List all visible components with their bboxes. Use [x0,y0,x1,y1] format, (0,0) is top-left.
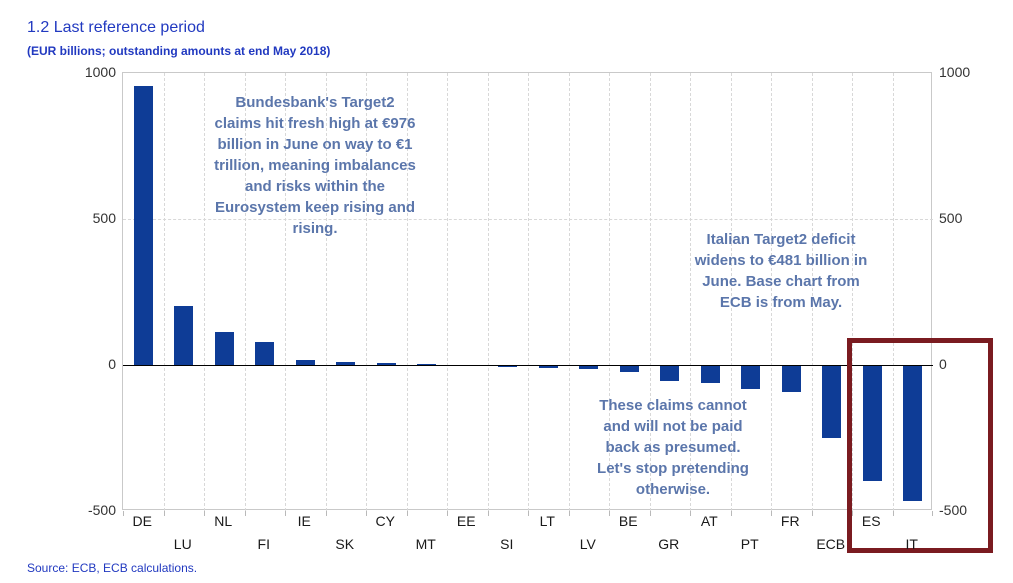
bar-MT [417,364,437,365]
vertical-gridline [892,73,894,511]
horizontal-gridline [123,219,933,220]
x-axis-tick [811,511,813,516]
bar-BE [619,365,639,372]
bar-IE [295,360,315,365]
x-axis-label-SK: SK [335,536,355,552]
bar-NL [214,331,234,365]
x-axis-label-FI: FI [257,536,270,552]
zero-axis-line [123,365,933,366]
annotation-claims-warning: These claims cannot and will not be paid… [597,397,749,498]
annotation-bundesbank-claims: Bundesbank's Target2 claims hit fresh hi… [214,94,416,237]
x-axis-tick [487,511,489,516]
vertical-gridline [487,73,489,511]
x-axis-tick [406,511,408,516]
vertical-gridline [447,73,448,511]
vertical-gridline [406,73,408,511]
x-axis-tick [568,511,570,516]
y-axis-label-right: 0 [939,356,947,372]
bar-CY [376,362,396,365]
x-axis-label-LU: LU [173,536,192,552]
vertical-gridline [325,73,327,511]
x-axis-tick [852,511,853,516]
x-axis-label-AT: AT [700,513,718,529]
x-axis-tick [892,511,894,516]
x-axis-tick [163,511,165,516]
vertical-gridline [244,73,246,511]
vertical-gridline [366,73,367,511]
x-axis-label-DE: DE [132,513,152,529]
vertical-gridline [852,73,853,511]
x-axis-tick [447,511,448,516]
x-axis-label-IT: IT [905,536,918,552]
x-axis-label-CY: CY [375,513,395,529]
bar-EE [457,364,477,366]
chart-subtitle: (EUR billions; outstanding amounts at en… [27,44,331,58]
y-axis-label-right: 500 [939,210,963,226]
x-axis-label-SI: SI [500,536,514,552]
bar-ECB [822,365,842,439]
vertical-gridline [528,73,529,511]
bar-GR [660,365,680,382]
vertical-gridline [690,73,691,511]
x-axis-tick [528,511,529,516]
vertical-gridline [204,73,205,511]
y-axis-label-left: 500 [92,210,116,226]
x-axis-label-BE: BE [618,513,638,529]
x-axis-label-IE: IE [297,513,311,529]
x-axis-label-MT: MT [415,536,436,552]
bar-LV [579,365,599,370]
bar-ES [862,365,882,482]
x-axis-tick [204,511,205,516]
x-axis-tick [609,511,610,516]
x-axis-tick [123,511,124,516]
bar-PT [741,365,761,390]
vertical-gridline [730,73,732,511]
vertical-gridline [163,73,165,511]
y-axis-label-left: 0 [108,356,116,372]
bar-IT [903,365,923,501]
x-axis-label-ECB: ECB [816,536,846,552]
x-axis-label-GR: GR [658,536,680,552]
highlight-box-es-it [847,338,993,553]
bar-FR [781,365,801,392]
bar-DE [133,85,153,365]
x-axis-tick [325,511,327,516]
bar-LT [538,365,558,368]
vertical-gridline [568,73,570,511]
vertical-gridline [285,73,286,511]
bar-SK [336,362,356,365]
x-axis-tick [285,511,286,516]
y-axis-label-left: -500 [87,502,116,518]
vertical-gridline [811,73,813,511]
y-axis-label-right: 1000 [939,64,971,80]
x-axis-tick [690,511,691,516]
vertical-gridline [609,73,610,511]
x-axis-label-PT: PT [740,536,759,552]
vertical-gridline [771,73,772,511]
x-axis-tick [771,511,772,516]
y-axis-label-right: -500 [939,502,968,518]
chart-title: 1.2 Last reference period [27,19,205,36]
x-axis-label-EE: EE [456,513,476,529]
bar-FI [255,342,275,365]
x-axis-label-ES: ES [861,513,881,529]
plot-area [122,72,933,516]
source-note: Source: ECB, ECB calculations. [27,561,198,575]
y-axis-label-left: 1000 [84,64,116,80]
x-axis-tick [366,511,367,516]
annotation-italian-deficit: Italian Target2 deficit widens to €481 b… [694,231,868,311]
x-axis-label-FR: FR [780,513,800,529]
x-axis-tick [244,511,246,516]
vertical-gridline [649,73,651,511]
x-axis-label-NL: NL [214,513,233,529]
x-axis-tick [649,511,651,516]
x-axis-label-LV: LV [579,536,596,552]
x-axis-label-LT: LT [539,513,555,529]
x-axis-tick [730,511,732,516]
x-axis-tick [932,511,933,516]
bar-AT [700,365,720,383]
bar-LU [174,306,194,365]
bar-SI [498,365,518,368]
